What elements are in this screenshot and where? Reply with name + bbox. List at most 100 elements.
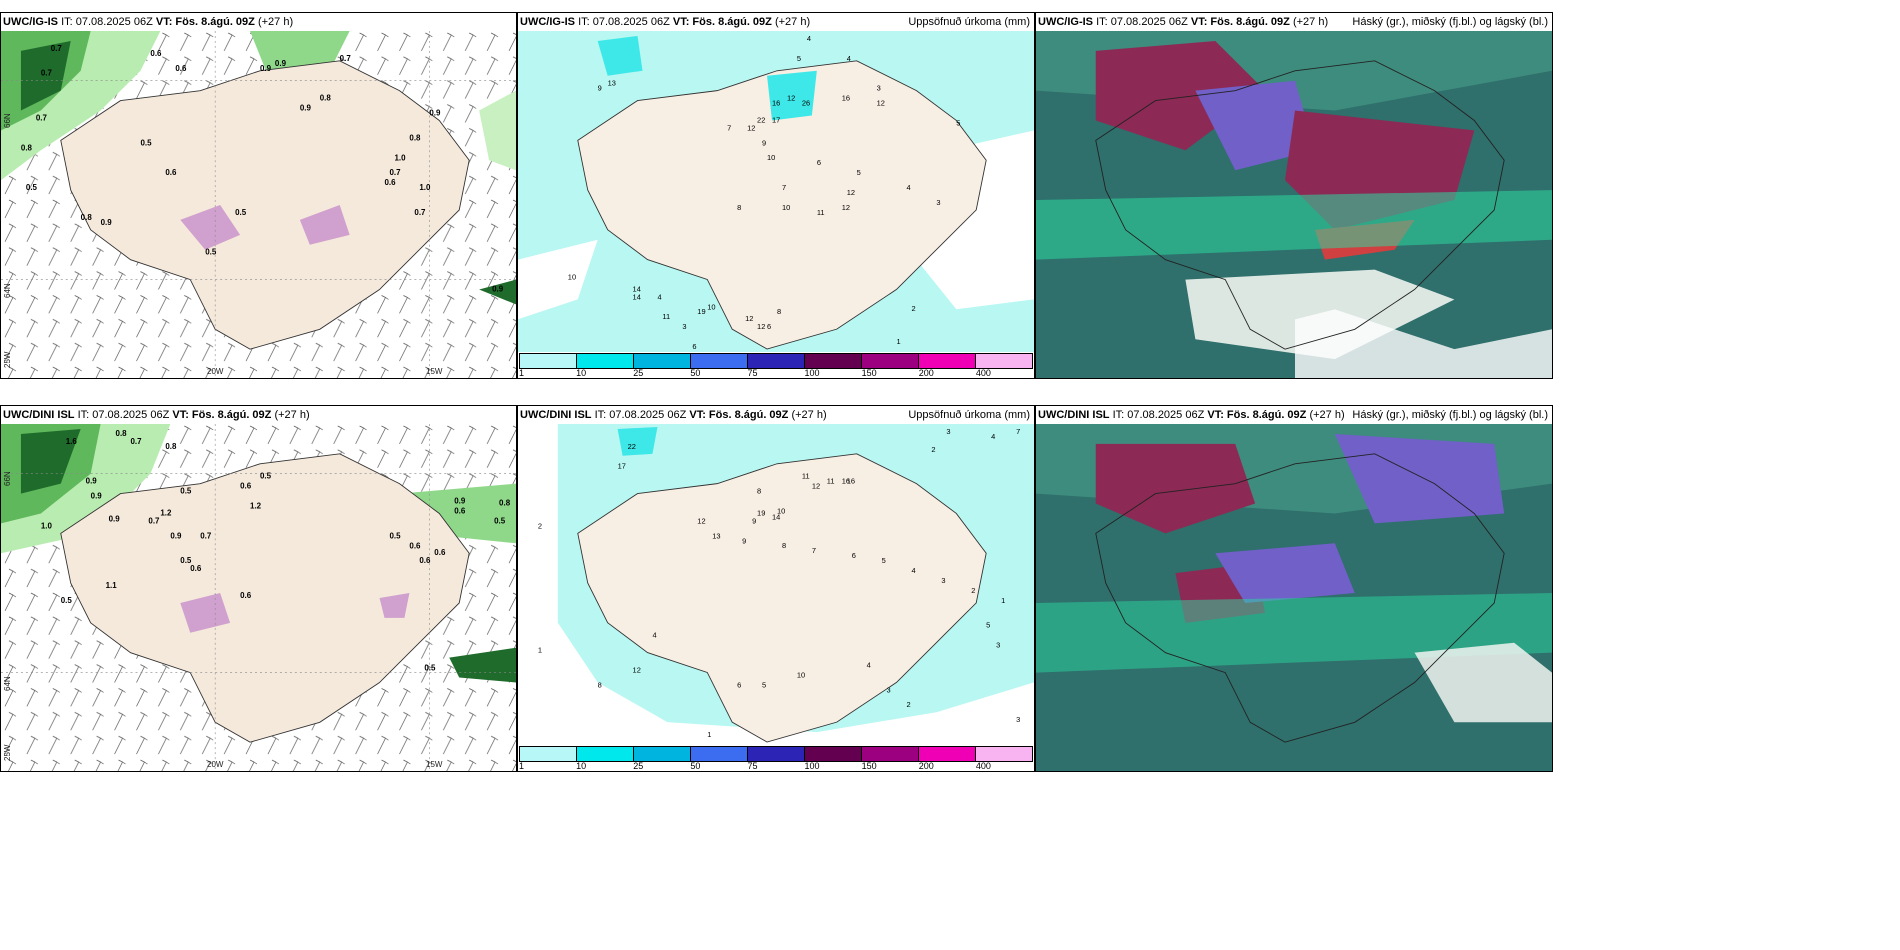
axis-label-25w: 25W bbox=[3, 351, 12, 368]
wind-map[interactable]: 0.7 0.6 0.7 0.7 0.8 0.9 0.7 0.8 0.5 0.6 … bbox=[1, 31, 516, 378]
panel-clouds-dini[interactable]: UWC/DINI ISL IT: 07.08.2025 06Z VT: Fös.… bbox=[1035, 405, 1553, 772]
precip-label: 4 bbox=[652, 631, 656, 640]
wind-map-svg: 1.6 0.8 0.7 0.8 1.2 0.7 0.9 0.6 0.5 0.5 … bbox=[1, 424, 516, 771]
precip-label: 17 bbox=[772, 115, 780, 124]
axis-label-64n: 64N bbox=[3, 283, 12, 298]
wind-label: 0.5 bbox=[26, 183, 38, 192]
precip-heavy-nw bbox=[617, 426, 658, 456]
cloud-blue-ne bbox=[1334, 433, 1505, 524]
wind-label: 0.9 bbox=[86, 477, 98, 486]
wind-label: 0.5 bbox=[389, 531, 401, 540]
precip-label: 14 bbox=[633, 284, 641, 293]
precip-label: 12 bbox=[787, 94, 795, 103]
wind-label: 0.5 bbox=[180, 487, 192, 496]
axis-label-66n: 66N bbox=[3, 471, 12, 486]
colorbar-tick-label: 50 bbox=[690, 761, 701, 771]
wind-label: 0.9 bbox=[454, 497, 466, 506]
precip-label: 10 bbox=[777, 506, 785, 515]
precip-label: 11 bbox=[802, 472, 810, 481]
init-time: IT: 07.08.2025 06Z bbox=[1096, 16, 1188, 28]
cloud-red-nw bbox=[1095, 443, 1256, 534]
field-title: Uppsöfnuð úrkoma (mm) bbox=[908, 409, 1030, 421]
precip-map[interactable]: 4 5 4 3 5 12 16 26 16 12 11 7 22 17 12 9… bbox=[518, 31, 1034, 352]
colorbar-tick-label: 75 bbox=[747, 368, 758, 378]
wind-label: 0.7 bbox=[51, 44, 63, 53]
wind-label: 0.9 bbox=[109, 514, 121, 523]
panel-precip-dini[interactable]: UWC/DINI ISL IT: 07.08.2025 06Z VT: Fös.… bbox=[517, 405, 1035, 772]
colorbar-swatch bbox=[976, 354, 1032, 368]
colorbar-tick-label: 75 bbox=[747, 761, 758, 771]
wind-label: 0.9 bbox=[170, 531, 182, 540]
valid-time: Fös. 8.ágú. 09Z bbox=[175, 16, 255, 28]
lead-time: (+27 h) bbox=[274, 409, 310, 421]
axis-label-66n: 66N bbox=[3, 113, 12, 128]
wind-label: 1.6 bbox=[66, 437, 78, 446]
colorbar-tick-label: 10 bbox=[576, 761, 587, 771]
precip-label: 26 bbox=[802, 99, 810, 108]
valid-label: VT: bbox=[672, 16, 690, 28]
precip-label: 3 bbox=[936, 198, 940, 207]
precip-label: 4 bbox=[807, 34, 811, 43]
panel-precip-igis[interactable]: UWC/IG-IS IT: 07.08.2025 06Z VT: Fös. 8.… bbox=[517, 12, 1035, 379]
colorbar-tick-label: 100 bbox=[804, 761, 820, 771]
colorbar-ticks: 1 10 25 50 75 100 150 200 400 bbox=[519, 761, 1033, 771]
colorbar-tick-label: 25 bbox=[633, 761, 644, 771]
panel-header: UWC/IG-IS IT: 07.08.2025 06Z VT: Fös. 8.… bbox=[518, 13, 1034, 31]
precip-patch-2 bbox=[379, 593, 410, 618]
colorbar-ticks: 1 10 25 50 75 100 150 200 400 bbox=[519, 368, 1033, 378]
green-darkest-nw bbox=[20, 428, 81, 494]
wind-label: 0.6 bbox=[240, 591, 252, 600]
cloud-low-band bbox=[1036, 190, 1552, 260]
clouds-map[interactable] bbox=[1036, 31, 1552, 378]
wind-label: 0.6 bbox=[150, 49, 162, 58]
precip-label: 8 bbox=[757, 487, 761, 496]
precip-label: 6 bbox=[737, 680, 741, 689]
valid-time: Fös. 8.ágú. 09Z bbox=[191, 409, 272, 421]
colorbar-swatch bbox=[520, 747, 577, 761]
panel-wind-igis[interactable]: UWC/IG-IS IT: 07.08.2025 06Z VT: Fös. 8.… bbox=[0, 12, 517, 379]
wind-map[interactable]: 1.6 0.8 0.7 0.8 1.2 0.7 0.9 0.6 0.5 0.5 … bbox=[1, 424, 516, 771]
precip-map-svg: 4 5 4 3 5 12 16 26 16 12 11 7 22 17 12 9… bbox=[518, 31, 1034, 352]
precip-map[interactable]: 3 2 4 7 22 17 16 11 12 16 8 10 19 14 12 … bbox=[518, 424, 1034, 745]
wind-map-svg: 0.7 0.6 0.7 0.7 0.8 0.9 0.7 0.8 0.5 0.6 … bbox=[1, 31, 516, 378]
iceland-outline bbox=[1095, 60, 1505, 350]
precip-label: 5 bbox=[956, 118, 960, 127]
init-time: IT: 07.08.2025 06Z bbox=[1112, 409, 1205, 421]
wind-label: 0.8 bbox=[320, 94, 332, 103]
axis-label-20w: 20W bbox=[207, 760, 224, 769]
lead-time: (+27 h) bbox=[1309, 409, 1345, 421]
precip-label: 1 bbox=[707, 730, 711, 739]
wind-label: 0.7 bbox=[389, 168, 401, 177]
colorbar-swatch bbox=[634, 747, 691, 761]
precip-label: 7 bbox=[812, 546, 816, 555]
wind-label: 0.8 bbox=[81, 213, 93, 222]
precip-label: 2 bbox=[538, 521, 542, 530]
colorbar-swatch bbox=[919, 354, 976, 368]
wind-label: 0.7 bbox=[130, 437, 142, 446]
precip-label: 12 bbox=[633, 665, 641, 674]
model-name: UWC/DINI ISL bbox=[3, 409, 75, 421]
wind-label: 0.5 bbox=[140, 138, 152, 147]
clouds-map[interactable] bbox=[1036, 424, 1552, 771]
wind-label: 0.7 bbox=[41, 69, 53, 78]
wind-label: 1.1 bbox=[106, 581, 118, 590]
precip-label: 14 bbox=[633, 292, 641, 301]
precip-heavy-nw bbox=[597, 35, 643, 76]
axis-label-20w: 20W bbox=[207, 367, 224, 376]
wind-label: 0.6 bbox=[175, 64, 187, 73]
precip-label: 11 bbox=[662, 312, 670, 321]
colorbar-swatch bbox=[577, 747, 634, 761]
wind-label: 0.5 bbox=[205, 248, 217, 257]
panel-wind-dini[interactable]: UWC/DINI ISL IT: 07.08.2025 06Z VT: Fös.… bbox=[0, 405, 517, 772]
colorbar-tick-label: 150 bbox=[861, 368, 877, 378]
colorbar-swatch bbox=[748, 354, 805, 368]
precip-label: 13 bbox=[712, 531, 720, 540]
precip-value-labels: 4 5 4 3 5 12 16 26 16 12 11 7 22 17 12 9… bbox=[568, 34, 961, 351]
wind-label: 0.6 bbox=[454, 506, 466, 515]
panel-clouds-igis[interactable]: UWC/IG-IS IT: 07.08.2025 06Z VT: Fös. 8.… bbox=[1035, 12, 1553, 379]
wind-label: 0.7 bbox=[36, 113, 48, 122]
wind-label: 0.9 bbox=[492, 285, 504, 294]
precip-heavy-n bbox=[767, 70, 817, 121]
iceland-land bbox=[60, 453, 470, 743]
precip-label: 4 bbox=[991, 432, 995, 441]
